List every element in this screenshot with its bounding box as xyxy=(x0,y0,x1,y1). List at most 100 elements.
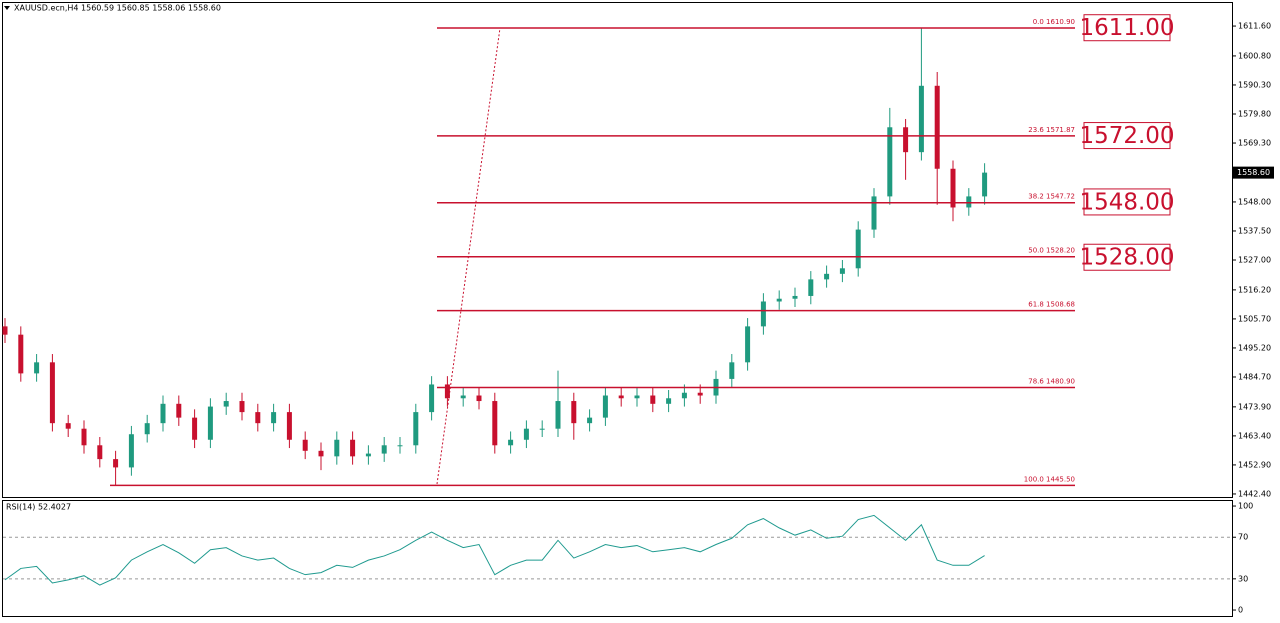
candle-body xyxy=(729,362,735,379)
candle-body xyxy=(492,401,498,446)
rsi-title: RSI(14) 52.4027 xyxy=(6,503,71,512)
candle-body xyxy=(128,434,134,468)
candle-body xyxy=(413,412,419,446)
y-tick-label: 1590.30 xyxy=(1238,80,1271,89)
candle-body xyxy=(776,298,782,302)
y-tick-label: 1505.70 xyxy=(1238,314,1271,323)
candle-body xyxy=(918,85,924,153)
fib-label: 23.6 1571.87 xyxy=(1028,126,1075,134)
candle-body xyxy=(887,127,893,197)
rsi-line xyxy=(4,514,985,586)
price-box xyxy=(1083,14,1171,42)
y-tick-label: 1516.20 xyxy=(1238,285,1271,294)
y-tick-label: 1452.90 xyxy=(1238,460,1271,469)
price-box-label: 1572.00 xyxy=(1079,123,1174,149)
candle-body xyxy=(903,127,909,153)
fib-trend-line xyxy=(436,27,501,485)
candle-body xyxy=(476,395,482,402)
y-tick-label: 0 xyxy=(1238,606,1243,615)
candle-body xyxy=(223,401,229,407)
y-tick-label: 1569.30 xyxy=(1238,139,1271,148)
candle-body xyxy=(334,439,340,457)
candle-body xyxy=(365,453,371,457)
candle-body xyxy=(618,395,624,399)
menu-arrow[interactable] xyxy=(4,6,10,10)
candle-body xyxy=(934,85,940,169)
candle-body xyxy=(555,401,561,429)
fib-label: 61.8 1508.68 xyxy=(1028,301,1075,309)
candle-body xyxy=(302,439,308,451)
y-tick-label: 1473.90 xyxy=(1238,402,1271,411)
price-box-label: 1528.00 xyxy=(1079,245,1174,271)
y-tick-label: 1611.60 xyxy=(1238,22,1271,31)
candle-body xyxy=(444,384,450,399)
candle-body xyxy=(429,384,435,413)
candle-body xyxy=(176,403,182,418)
candle-body xyxy=(760,301,766,327)
candle-body xyxy=(697,392,703,396)
candle-body xyxy=(271,412,277,424)
candle-body xyxy=(160,403,166,424)
y-tick-label: 1463.40 xyxy=(1238,431,1271,440)
candle-body xyxy=(539,428,545,430)
candle-body xyxy=(508,439,514,446)
price-box xyxy=(1083,243,1171,271)
y-tick-label: 30 xyxy=(1238,574,1248,583)
candle-body xyxy=(318,450,324,457)
y-tick-label: 1579.80 xyxy=(1238,109,1271,118)
y-tick-label: 1442.40 xyxy=(1238,489,1271,498)
candle-body xyxy=(792,295,798,299)
y-tick-label: 1527.00 xyxy=(1238,256,1271,265)
candle-body xyxy=(855,229,861,269)
last-price-box xyxy=(1232,166,1274,179)
y-tick-label: 1600.80 xyxy=(1238,51,1271,60)
candle-body xyxy=(950,168,956,208)
candle-body xyxy=(2,326,8,335)
price-box-label: 1611.00 xyxy=(1079,15,1174,41)
candle-body xyxy=(34,362,40,374)
candle-body xyxy=(587,417,593,424)
price-box-label: 1548.00 xyxy=(1079,189,1174,215)
candle-body xyxy=(681,392,687,399)
candle-body xyxy=(602,395,608,418)
candle-body xyxy=(871,196,877,230)
candle-body xyxy=(207,406,213,440)
y-tick-label: 1548.00 xyxy=(1238,197,1271,206)
candle-body xyxy=(286,412,292,440)
y-tick-label: 1537.50 xyxy=(1238,226,1271,235)
candle-body xyxy=(982,172,988,197)
y-tick-label: 1495.20 xyxy=(1238,343,1271,352)
candle-body xyxy=(81,428,87,446)
candle-body xyxy=(571,401,577,424)
candle-body xyxy=(839,268,845,274)
candle-body xyxy=(666,398,672,404)
candle-body xyxy=(745,326,751,363)
candle-body xyxy=(650,395,656,404)
rsi-panel xyxy=(2,500,1233,617)
y-tick-label: 100 xyxy=(1238,502,1253,511)
fib-label: 100.0 1445.50 xyxy=(1024,475,1075,483)
price-box xyxy=(1083,122,1171,150)
y-tick-label: 70 xyxy=(1238,533,1248,542)
main-panel xyxy=(2,2,1233,498)
candle-body xyxy=(824,273,830,280)
candle-body xyxy=(239,401,245,413)
last-price-label: 1558.60 xyxy=(1237,168,1270,177)
candle-body xyxy=(523,428,529,440)
fib-label: 50.0 1528.20 xyxy=(1028,247,1075,255)
candle-body xyxy=(966,196,972,208)
candle-body xyxy=(397,445,403,447)
candle-body xyxy=(97,445,103,460)
candle-body xyxy=(634,395,640,399)
candle-body xyxy=(49,362,55,424)
fib-label: 38.2 1547.72 xyxy=(1028,193,1075,201)
candle-body xyxy=(808,279,814,296)
y-tick-label: 1484.70 xyxy=(1238,372,1271,381)
price-box xyxy=(1083,188,1171,216)
candle-body xyxy=(18,334,24,374)
candle-body xyxy=(460,395,466,399)
candle-body xyxy=(255,412,261,424)
candle-body xyxy=(381,445,387,454)
